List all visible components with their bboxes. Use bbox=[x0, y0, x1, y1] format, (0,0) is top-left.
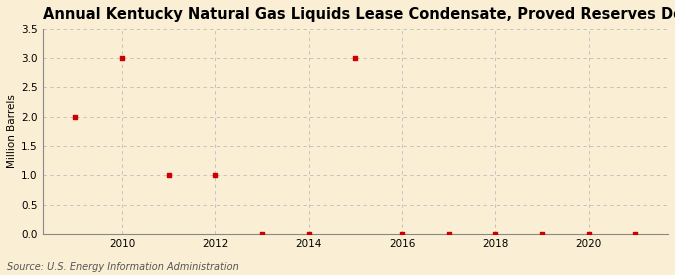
Point bbox=[537, 232, 547, 236]
Point bbox=[397, 232, 408, 236]
Point bbox=[490, 232, 501, 236]
Point bbox=[443, 232, 454, 236]
Point bbox=[70, 114, 81, 119]
Text: Source: U.S. Energy Information Administration: Source: U.S. Energy Information Administ… bbox=[7, 262, 238, 272]
Y-axis label: Million Barrels: Million Barrels bbox=[7, 94, 17, 168]
Point bbox=[210, 173, 221, 177]
Point bbox=[630, 232, 641, 236]
Point bbox=[256, 232, 267, 236]
Point bbox=[583, 232, 594, 236]
Point bbox=[303, 232, 314, 236]
Point bbox=[117, 56, 128, 60]
Text: Annual Kentucky Natural Gas Liquids Lease Condensate, Proved Reserves Decreases: Annual Kentucky Natural Gas Liquids Leas… bbox=[43, 7, 675, 22]
Point bbox=[163, 173, 174, 177]
Point bbox=[350, 56, 360, 60]
